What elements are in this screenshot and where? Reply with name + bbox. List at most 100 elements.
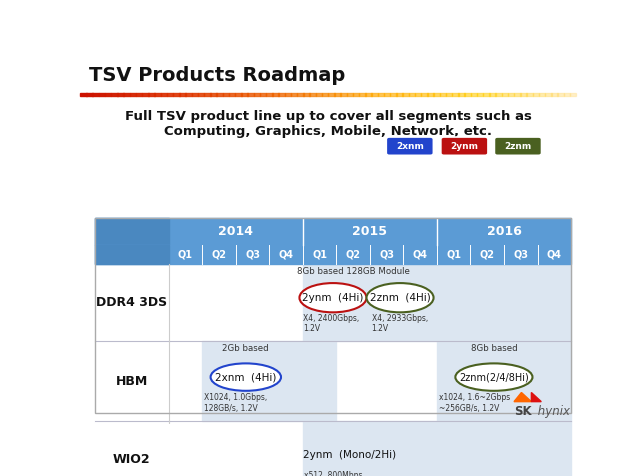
Bar	[570, 93, 577, 96]
Bar	[253, 93, 260, 96]
Bar	[124, 93, 130, 96]
Bar	[129, 93, 136, 96]
Bar	[86, 93, 93, 96]
Bar	[365, 93, 372, 96]
Bar	[440, 93, 446, 96]
FancyBboxPatch shape	[441, 137, 488, 155]
Bar	[111, 93, 118, 96]
Bar	[223, 93, 229, 96]
FancyBboxPatch shape	[387, 137, 433, 155]
Bar	[527, 93, 533, 96]
Bar	[191, 93, 198, 96]
Text: x512, 800Mbps,
51.2 GB/s: x512, 800Mbps, 51.2 GB/s	[305, 471, 365, 476]
Ellipse shape	[211, 363, 281, 391]
Bar	[204, 93, 211, 96]
Text: Q2: Q2	[211, 249, 227, 259]
Bar	[564, 93, 570, 96]
Bar	[390, 93, 397, 96]
Text: 8Gb based: 8Gb based	[470, 344, 517, 353]
Bar	[142, 93, 148, 96]
FancyBboxPatch shape	[495, 137, 541, 155]
Text: X4, 2933Gbps,
1.2V: X4, 2933Gbps, 1.2V	[372, 314, 428, 333]
Bar	[446, 93, 452, 96]
Bar	[452, 93, 459, 96]
Bar	[216, 93, 223, 96]
Bar	[297, 93, 304, 96]
Ellipse shape	[300, 283, 367, 312]
Text: 2015: 2015	[353, 225, 387, 238]
Text: Q2: Q2	[346, 249, 360, 259]
Bar	[266, 93, 273, 96]
Bar	[532, 93, 540, 96]
Bar	[316, 93, 323, 96]
Text: 2ynm  (Mono/2Hi): 2ynm (Mono/2Hi)	[303, 450, 396, 460]
Bar	[514, 93, 521, 96]
Bar	[198, 93, 205, 96]
Text: Q3: Q3	[379, 249, 394, 259]
Bar	[95, 245, 169, 264]
Bar	[272, 93, 279, 96]
Bar	[278, 93, 285, 96]
Text: SK: SK	[514, 406, 531, 418]
Bar	[334, 93, 341, 96]
Text: Full TSV product line up to cover all segments such as: Full TSV product line up to cover all se…	[125, 110, 531, 123]
Bar	[80, 93, 86, 96]
Bar	[248, 93, 254, 96]
Bar	[421, 93, 428, 96]
Text: Q3: Q3	[245, 249, 260, 259]
Text: 2znm: 2znm	[504, 142, 532, 151]
Text: 2znm(2/4/8Hi): 2znm(2/4/8Hi)	[459, 372, 529, 382]
Bar	[415, 93, 422, 96]
Text: 2016: 2016	[486, 225, 522, 238]
Bar	[241, 93, 248, 96]
Bar	[545, 93, 552, 96]
Bar	[99, 93, 106, 96]
Ellipse shape	[305, 441, 395, 470]
Polygon shape	[514, 393, 531, 402]
Text: 8Gb based 128GB Module: 8Gb based 128GB Module	[297, 267, 410, 276]
Bar	[105, 93, 111, 96]
Bar	[309, 93, 316, 96]
Bar	[359, 93, 365, 96]
Bar	[167, 93, 173, 96]
Bar	[229, 93, 236, 96]
Text: HBM: HBM	[116, 375, 148, 387]
Bar	[328, 93, 335, 96]
Bar	[539, 93, 545, 96]
Text: 2xnm  (4Hi): 2xnm (4Hi)	[215, 372, 276, 382]
Bar	[347, 93, 353, 96]
Bar	[260, 93, 266, 96]
Bar	[384, 93, 390, 96]
Bar	[557, 93, 564, 96]
Text: X4, 2400Gbps,
1.2V: X4, 2400Gbps, 1.2V	[303, 314, 359, 333]
Text: hynix: hynix	[534, 406, 570, 418]
Text: DDR4 3DS: DDR4 3DS	[96, 296, 167, 309]
Text: Q4: Q4	[278, 249, 294, 259]
Text: 2ynm  (4Hi): 2ynm (4Hi)	[302, 293, 364, 303]
Bar	[477, 93, 483, 96]
Bar	[136, 93, 143, 96]
Bar	[465, 93, 471, 96]
Bar	[291, 93, 298, 96]
Bar	[95, 218, 571, 245]
Text: Q3: Q3	[513, 249, 528, 259]
Text: x1024, 1.6~2Gbps
~256GB/s, 1.2V: x1024, 1.6~2Gbps ~256GB/s, 1.2V	[438, 393, 510, 413]
Bar	[161, 93, 167, 96]
Polygon shape	[531, 393, 541, 402]
Bar	[154, 93, 161, 96]
Bar	[408, 93, 415, 96]
Bar	[403, 93, 409, 96]
Bar	[186, 93, 192, 96]
Bar	[210, 93, 217, 96]
Bar	[95, 245, 571, 264]
Bar	[235, 93, 242, 96]
Bar	[495, 93, 502, 96]
Text: 2014: 2014	[218, 225, 253, 238]
Text: Q4: Q4	[547, 249, 562, 259]
Text: 2Gb based: 2Gb based	[223, 344, 269, 353]
Bar	[433, 93, 440, 96]
Bar	[340, 93, 347, 96]
Text: Q1: Q1	[446, 249, 461, 259]
Text: Computing, Graphics, Mobile, Network, etc.: Computing, Graphics, Mobile, Network, et…	[164, 125, 492, 138]
Ellipse shape	[456, 363, 532, 391]
